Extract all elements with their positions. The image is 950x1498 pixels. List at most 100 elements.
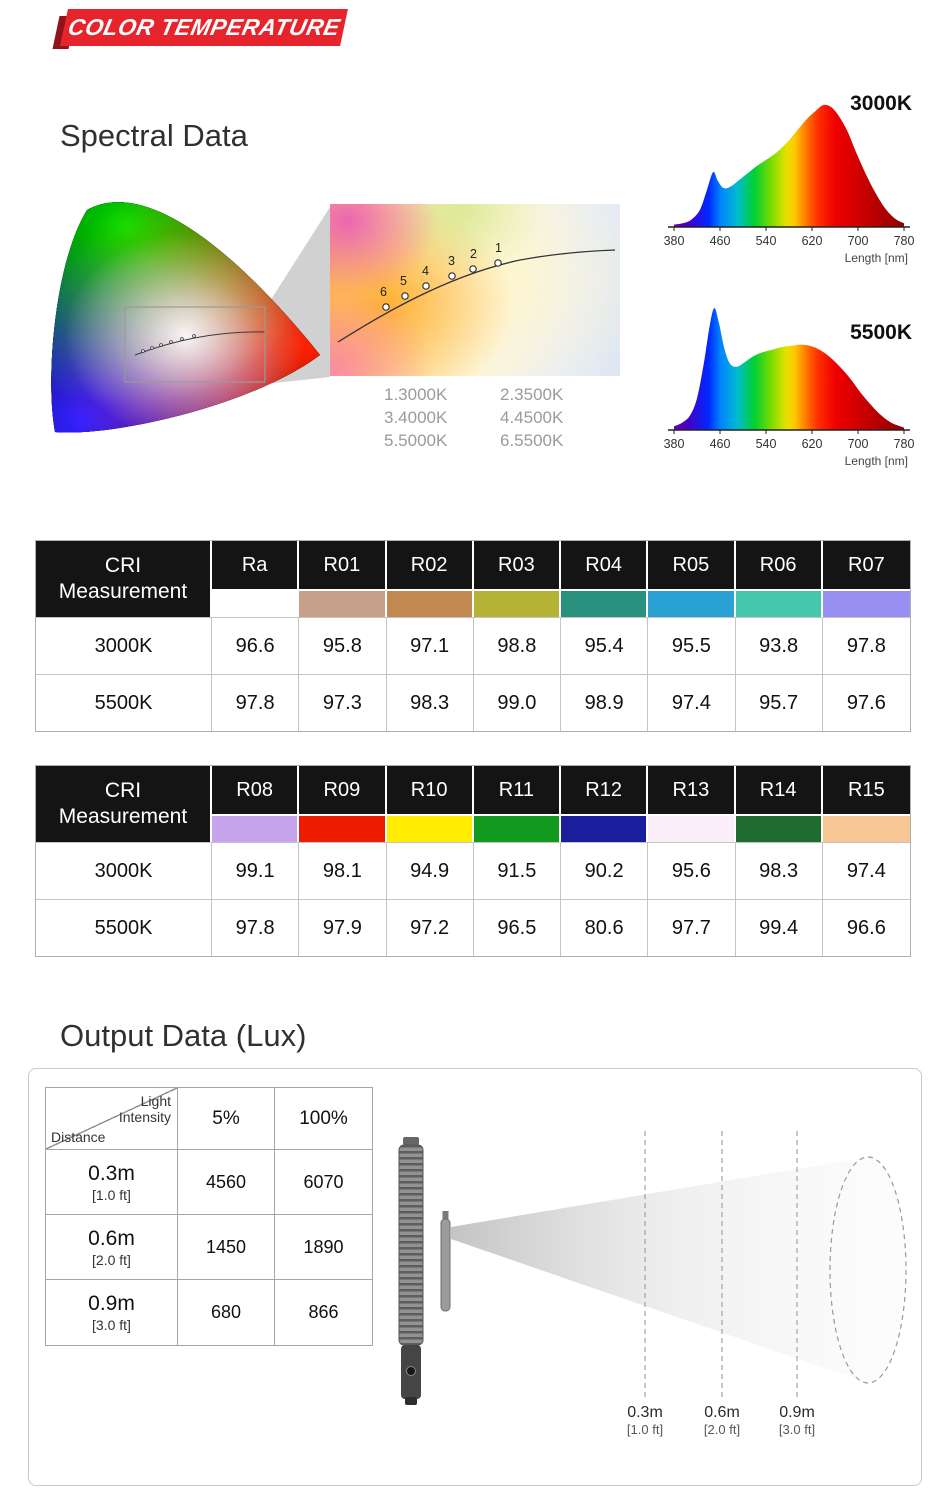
cri-color-swatch (299, 589, 387, 617)
cct-legend: 1.3000K 2.3500K 3.4000K 4.4500K 5.5000K … (384, 385, 616, 451)
cie-zoom-inset: 1 2 3 4 5 6 (330, 204, 620, 376)
legend-item: 5.5000K (384, 431, 448, 450)
corner-label-distance: Distance (51, 1129, 106, 1145)
cri-value: 96.6 (822, 899, 910, 956)
beam-cone (451, 1157, 906, 1383)
cri-color-swatch (386, 589, 474, 617)
beam-distance-m: 0.6m (704, 1404, 740, 1421)
spectrum-chart-5500k: 5500K (662, 295, 916, 475)
cri-row-label: 3000K (36, 842, 212, 899)
cri-color-swatch (648, 589, 736, 617)
lux-value: 1890 (275, 1215, 372, 1280)
legend-item: 6.5500K (500, 431, 564, 450)
spectral-data-heading: Spectral Data (60, 118, 248, 153)
cri-value: 98.8 (473, 617, 561, 674)
cri-value: 96.6 (212, 617, 300, 674)
legend-item: 2.3500K (500, 385, 564, 404)
point-number: 4 (422, 264, 429, 278)
point-number: 1 (495, 241, 502, 255)
cri-value: 95.7 (735, 674, 823, 731)
cri-col-header: R14 (735, 766, 823, 814)
wand-button (406, 1366, 416, 1376)
cri-value: 99.4 (735, 899, 823, 956)
cri-col-header: R05 (648, 541, 736, 589)
cri-corner-line2: Measurement (58, 580, 188, 603)
cri-col-header: R04 (561, 541, 649, 589)
locus-points-small (141, 334, 196, 353)
beam-distance-ft: [1.0 ft] (626, 1422, 664, 1437)
beam-distance-ft: [2.0 ft] (703, 1422, 741, 1437)
cri-corner-line1: CRI (104, 553, 142, 577)
cri-color-swatch (212, 814, 300, 842)
distance-m: 0.6m (88, 1226, 135, 1250)
cri-value: 97.1 (386, 617, 474, 674)
inset-locus: 1 2 3 4 5 6 (337, 241, 616, 343)
cri-value: 94.9 (386, 842, 474, 899)
cri-corner-line2: Measurement (58, 805, 188, 828)
cri-color-swatch (473, 814, 561, 842)
cri-col-header: R09 (299, 766, 387, 814)
axis-ticks (673, 430, 905, 434)
cri-value: 80.6 (561, 899, 649, 956)
point-number: 2 (470, 247, 477, 261)
cri-value: 91.5 (473, 842, 561, 899)
cri-value: 98.9 (561, 674, 649, 731)
cri-value: 96.5 (473, 899, 561, 956)
cri-color-swatch (648, 814, 736, 842)
cri-value: 97.8 (212, 899, 300, 956)
cri-value: 95.8 (299, 617, 387, 674)
beam-distance-ft: [3.0 ft] (778, 1422, 816, 1437)
legend-item: 4.4500K (500, 408, 564, 427)
lux-value: 866 (308, 1302, 339, 1322)
output-col-header: 5% (178, 1088, 275, 1150)
cri-color-swatch (735, 589, 823, 617)
cri-value: 97.4 (822, 842, 910, 899)
cri-value: 97.8 (822, 617, 910, 674)
lux-value: 1450 (178, 1215, 275, 1280)
chart-title: 3000K (850, 92, 912, 115)
spectrum-area (674, 104, 904, 227)
x-axis-label: Length [nm] (845, 251, 908, 265)
cri-color-swatch (561, 589, 649, 617)
distance-m: 0.9m (88, 1292, 135, 1315)
cie-diagram-zone (51, 202, 330, 433)
distance-ft: [1.0 ft] (92, 1186, 131, 1203)
cri-col-header: R12 (561, 766, 649, 814)
cri-color-swatch (822, 814, 910, 842)
planckian-locus-small (134, 331, 266, 356)
cri-value: 98.1 (299, 842, 387, 899)
cri-color-swatch (386, 814, 474, 842)
cri-col-header: Ra (212, 541, 300, 589)
cri-value: 98.3 (735, 842, 823, 899)
cri-value: 98.3 (386, 674, 474, 731)
spectrum-area (674, 307, 904, 430)
axis-tick-label: 780 (894, 437, 915, 451)
cri-value: 97.9 (299, 899, 387, 956)
cri-corner-header: CRI Measurement (36, 766, 212, 842)
cri-value: 97.8 (212, 674, 300, 731)
cri-col-header: R01 (299, 541, 387, 589)
cri-value: 97.3 (299, 674, 387, 731)
cri-value: 95.5 (648, 617, 736, 674)
cri-value: 95.4 (561, 617, 649, 674)
output-table-corner: Light Intensity Distance (46, 1088, 178, 1150)
axis-tick-label: 540 (756, 234, 777, 248)
axis-tick-label: 620 (802, 437, 823, 451)
locus-points (382, 259, 502, 311)
cri-col-header: R08 (212, 766, 300, 814)
beam-distance-label: 0.9m [3.0 ft] (755, 1404, 839, 1437)
distance-cell: 0.9m [3.0 ft] (46, 1280, 178, 1345)
cri-row-label: 3000K (36, 617, 212, 674)
cri-color-swatch (212, 589, 300, 617)
cri-value: 95.6 (648, 842, 736, 899)
cri-table-r08-r15: CRI Measurement R08 R09 R10 R11 R12 R13 … (35, 765, 911, 957)
cri-col-header: R11 (473, 766, 561, 814)
cri-value: 90.2 (561, 842, 649, 899)
beam-ellipse (829, 1156, 907, 1384)
cri-col-header: R06 (735, 541, 823, 589)
light-beam-illustration (398, 1131, 907, 1405)
cri-col-header: R15 (822, 766, 910, 814)
axis-tick-label: 620 (802, 234, 823, 248)
axis-tick-label: 700 (848, 234, 869, 248)
